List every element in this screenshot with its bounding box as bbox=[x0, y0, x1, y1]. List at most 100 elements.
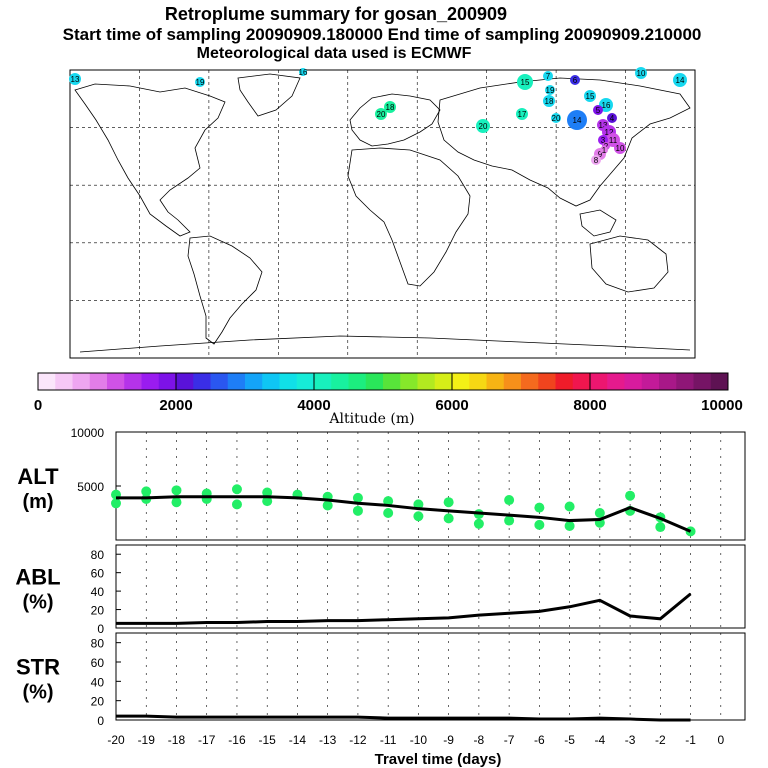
panel-ylabel: STR bbox=[16, 655, 60, 680]
alt-scatter-point bbox=[625, 490, 636, 501]
plume-marker-label: 19 bbox=[196, 78, 205, 87]
x-tick-label: -18 bbox=[168, 733, 186, 747]
alt-scatter-point bbox=[413, 499, 424, 510]
colorbar-swatch bbox=[400, 373, 418, 390]
plume-marker-label: 3 bbox=[601, 136, 606, 145]
colorbar-tick-label: 2000 bbox=[159, 397, 192, 414]
alt-scatter-point bbox=[655, 522, 666, 533]
alt-scatter-point bbox=[564, 520, 575, 531]
colorbar-swatch bbox=[193, 373, 211, 390]
plume-marker-label: 11 bbox=[609, 136, 618, 145]
panel-ylabel: ALT bbox=[17, 464, 59, 489]
x-tick-label: -3 bbox=[625, 733, 636, 747]
colorbar-tick-label: 0 bbox=[34, 397, 42, 414]
colorbar-swatch bbox=[38, 373, 56, 390]
colorbar-swatch bbox=[365, 373, 384, 390]
plume-marker-label: 12 bbox=[605, 128, 614, 137]
y-tick-label: 0 bbox=[97, 714, 104, 728]
colorbar-swatch bbox=[72, 373, 91, 390]
plume-marker bbox=[673, 73, 687, 87]
greenland-coast bbox=[237, 73, 301, 117]
plume-marker bbox=[517, 74, 533, 90]
plume-marker-label: 20 bbox=[552, 114, 561, 123]
alt-scatter-point bbox=[262, 496, 273, 507]
plume-marker bbox=[551, 113, 561, 123]
alt-scatter-point bbox=[352, 492, 363, 503]
colorbar-swatch bbox=[572, 373, 591, 390]
plume-marker-label: 2 bbox=[604, 142, 609, 151]
x-tick-label: -8 bbox=[474, 733, 485, 747]
alt-scatter-point bbox=[231, 484, 242, 495]
x-tick-label: -20 bbox=[107, 733, 125, 747]
colorbar-swatch bbox=[296, 373, 315, 390]
panel-frame bbox=[115, 431, 746, 541]
x-tick-label: -10 bbox=[410, 733, 428, 747]
plume-marker-label: 9 bbox=[598, 150, 603, 159]
colorbar-swatch bbox=[107, 373, 125, 390]
plume-marker-label: 15 bbox=[586, 92, 595, 101]
x-axis: -20 -19 -18 -17 -16 -15 -14 -13 -12 -11 -10 -9 -8 -7-… bbox=[107, 733, 724, 768]
plume-marker-label: 18 bbox=[545, 97, 554, 106]
alt-scatter-point bbox=[171, 497, 182, 508]
panel-ylabel-units: (%) bbox=[22, 682, 53, 704]
plume-marker bbox=[543, 95, 555, 107]
plume-marker bbox=[299, 68, 307, 76]
plume-marker-label: 18 bbox=[386, 103, 395, 112]
plume-marker-label: 13 bbox=[71, 75, 80, 84]
colorbar-swatch bbox=[555, 373, 574, 390]
plume-marker bbox=[567, 110, 587, 130]
colorbar-tick-label: 6000 bbox=[435, 397, 468, 414]
plume-marker-label: 8 bbox=[594, 156, 599, 165]
panel-ylabel: ABL bbox=[15, 565, 60, 590]
alt-scatter-point bbox=[534, 519, 545, 530]
antarctica-coast bbox=[79, 335, 691, 353]
plume-marker bbox=[614, 142, 626, 154]
panel-frame bbox=[115, 632, 746, 721]
plume-marker-label: 7 bbox=[546, 72, 551, 81]
alt-scatter-point bbox=[231, 499, 242, 510]
australia-coast bbox=[589, 235, 669, 293]
alt-scatter-point bbox=[262, 487, 273, 498]
x-tick-label: -5 bbox=[564, 733, 575, 747]
plume-marker bbox=[591, 155, 601, 165]
plume-marker-label: 1 bbox=[602, 146, 607, 155]
colorbar-swatch bbox=[607, 373, 625, 390]
plume-marker-label: 20 bbox=[377, 110, 386, 119]
colorbar-swatch bbox=[210, 373, 229, 390]
plume-marker-label: 20 bbox=[479, 122, 488, 131]
colorbar-swatch bbox=[676, 373, 694, 390]
x-tick-label: -2 bbox=[655, 733, 666, 747]
abl-panel: 80 60 40 20 0 ABL(%) bbox=[15, 544, 746, 636]
x-tick-label: -7 bbox=[504, 733, 515, 747]
alt-scatter-point bbox=[594, 508, 605, 518]
y-tick-label: 40 bbox=[91, 675, 105, 689]
plume-marker bbox=[600, 146, 608, 154]
plume-marker bbox=[635, 67, 647, 79]
colorbar-frame bbox=[37, 372, 729, 391]
plume-marker-label: 4 bbox=[610, 114, 615, 123]
colorbar-swatch bbox=[141, 373, 160, 390]
colorbar-swatch bbox=[417, 373, 436, 390]
x-tick-label: -9 bbox=[443, 733, 454, 747]
colorbar-swatch bbox=[331, 373, 349, 390]
colorbar-swatch bbox=[158, 373, 177, 390]
alt-scatter-point bbox=[504, 495, 515, 506]
colorbar-swatch bbox=[624, 373, 643, 390]
plume-marker-label: 17 bbox=[518, 110, 527, 119]
sampling-times: Start time of sampling 20090909.180000 E… bbox=[62, 25, 702, 44]
y-tick-label: 80 bbox=[91, 548, 105, 562]
alt-scatter-point bbox=[413, 511, 424, 522]
x-tick-label: -4 bbox=[595, 733, 606, 747]
alt-panel: 10000 5000 ALT(m) bbox=[17, 426, 746, 541]
alt-scatter-point bbox=[564, 501, 575, 512]
plume-marker bbox=[69, 73, 81, 85]
plume-marker bbox=[584, 90, 596, 102]
colorbar-swatch bbox=[452, 373, 470, 390]
alt-scatter-point bbox=[111, 498, 121, 509]
plume-marker-label: 19 bbox=[546, 86, 555, 95]
x-tick-label: -13 bbox=[319, 733, 337, 747]
panel-ylabel-units: (%) bbox=[22, 592, 53, 614]
